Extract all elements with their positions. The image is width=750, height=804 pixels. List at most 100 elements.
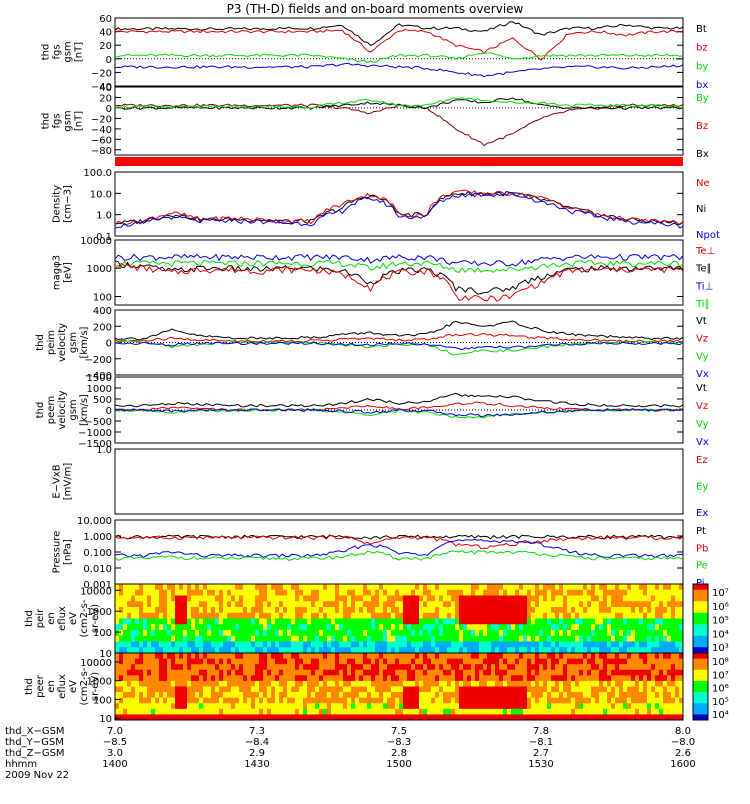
spectrogram-cell — [271, 675, 276, 682]
y-tick-label: −1000 — [78, 428, 112, 439]
spectrogram-cell — [591, 686, 596, 693]
spectrogram-cell — [455, 624, 460, 631]
spectrogram-cell — [503, 675, 508, 682]
spectrogram-cell — [279, 607, 284, 614]
spectrogram-cell — [247, 647, 252, 654]
spectrogram-cell — [651, 653, 656, 660]
spectrogram-cell — [459, 612, 464, 619]
spectrogram-cell — [383, 653, 388, 660]
spectrogram-cell — [395, 647, 400, 654]
spectrogram-cell — [567, 714, 572, 721]
spectrogram-cell — [643, 618, 648, 625]
spectrogram-cell — [283, 658, 288, 665]
spectrogram-cell — [311, 658, 316, 665]
spectrogram-cell — [131, 708, 136, 715]
spectrogram-cell — [151, 697, 156, 704]
spectrogram-cell — [311, 635, 316, 642]
spectrogram-cell — [487, 607, 492, 614]
spectrogram-cell — [379, 686, 384, 693]
spectrogram-cell — [511, 686, 516, 693]
spectrogram-cell — [275, 686, 280, 693]
spectrogram-cell — [255, 630, 260, 637]
spectrogram-cell — [159, 624, 164, 631]
spectrogram-cell — [523, 708, 528, 715]
spectrogram-cell — [347, 624, 352, 631]
spectrogram-cell — [259, 618, 264, 625]
spectrogram-cell — [555, 714, 560, 721]
colorbar-swatch — [693, 630, 708, 634]
spectrogram-cell — [663, 664, 668, 671]
spectrogram-cell — [371, 589, 376, 596]
spectrogram-cell — [371, 607, 376, 614]
spectrogram-cell — [171, 607, 176, 614]
spectrogram-cell — [119, 589, 124, 596]
spectrogram-cell — [651, 658, 656, 665]
spectrogram-cell — [387, 607, 392, 614]
spectrogram-cell — [399, 658, 404, 665]
spectrogram-cell — [295, 669, 300, 676]
spectrogram-cell — [595, 664, 600, 671]
spectrogram-cell — [175, 607, 180, 614]
spectrogram-cell — [227, 618, 232, 625]
spectrogram-cell — [371, 669, 376, 676]
spectrogram-cell — [339, 618, 344, 625]
spectrogram-cell — [523, 601, 528, 608]
spectrogram-cell — [643, 675, 648, 682]
spectrogram-cell — [539, 653, 544, 660]
spectrogram-cell — [555, 658, 560, 665]
spectrogram-cell — [619, 669, 624, 676]
spectrogram-cell — [299, 692, 304, 699]
spectrogram-cell — [511, 584, 516, 591]
spectrogram-cell — [619, 641, 624, 648]
spectrogram-cell — [155, 641, 160, 648]
spectrogram-cell — [315, 647, 320, 654]
spectrogram-cell — [499, 653, 504, 660]
spectrogram-cell — [535, 607, 540, 614]
spectrogram-cell — [331, 589, 336, 596]
spectrogram-cell — [503, 653, 508, 660]
spectrogram-cell — [287, 635, 292, 642]
spectrogram-cell — [395, 697, 400, 704]
spectrogram-cell — [431, 653, 436, 660]
colorbar-swatch — [693, 694, 708, 699]
spectrogram-cell — [651, 607, 656, 614]
y-tick-label: 0.1 — [96, 232, 112, 243]
spectrogram-cell — [151, 589, 156, 596]
spectrogram-cell — [359, 708, 364, 715]
x-tick-label: −8.4 — [245, 737, 269, 748]
spectrogram-cell — [475, 647, 480, 654]
spectrogram-cell — [515, 641, 520, 648]
spectrogram-cell — [435, 692, 440, 699]
spectrogram-cell — [115, 584, 120, 591]
legend-label: By — [696, 93, 709, 104]
spectrogram-cell — [171, 675, 176, 682]
spectrogram-cell — [315, 618, 320, 625]
spectrogram-cell — [231, 635, 236, 642]
spectrogram-cell — [323, 630, 328, 637]
spectrogram-cell — [567, 669, 572, 676]
spectrogram-cell — [407, 647, 412, 654]
spectrogram-cell — [235, 686, 240, 693]
spectrogram-cell — [359, 692, 364, 699]
spectrogram-cell — [195, 607, 200, 614]
spectrogram-cell — [487, 692, 492, 699]
spectrogram-cell — [499, 589, 504, 596]
spectrogram-cell — [259, 624, 264, 631]
spectrogram-cell — [399, 708, 404, 715]
spectrogram-cell — [199, 714, 204, 721]
spectrogram-cell — [459, 584, 464, 591]
spectrogram-cell — [675, 658, 680, 665]
spectrogram-cell — [339, 686, 344, 693]
spectrogram-cell — [427, 692, 432, 699]
spectrogram-cell — [335, 607, 340, 614]
spectrogram-cell — [271, 686, 276, 693]
spectrogram-cell — [375, 647, 380, 654]
spectrogram-cell — [623, 658, 628, 665]
spectrogram-cell — [663, 697, 668, 704]
spectrogram-cell — [219, 641, 224, 648]
x-tick-label: 7.5 — [391, 726, 407, 737]
spectrogram-cell — [655, 653, 660, 660]
spectrogram-cell — [343, 669, 348, 676]
spectrogram-cell — [131, 653, 136, 660]
y-tick-label: −40 — [91, 82, 112, 93]
